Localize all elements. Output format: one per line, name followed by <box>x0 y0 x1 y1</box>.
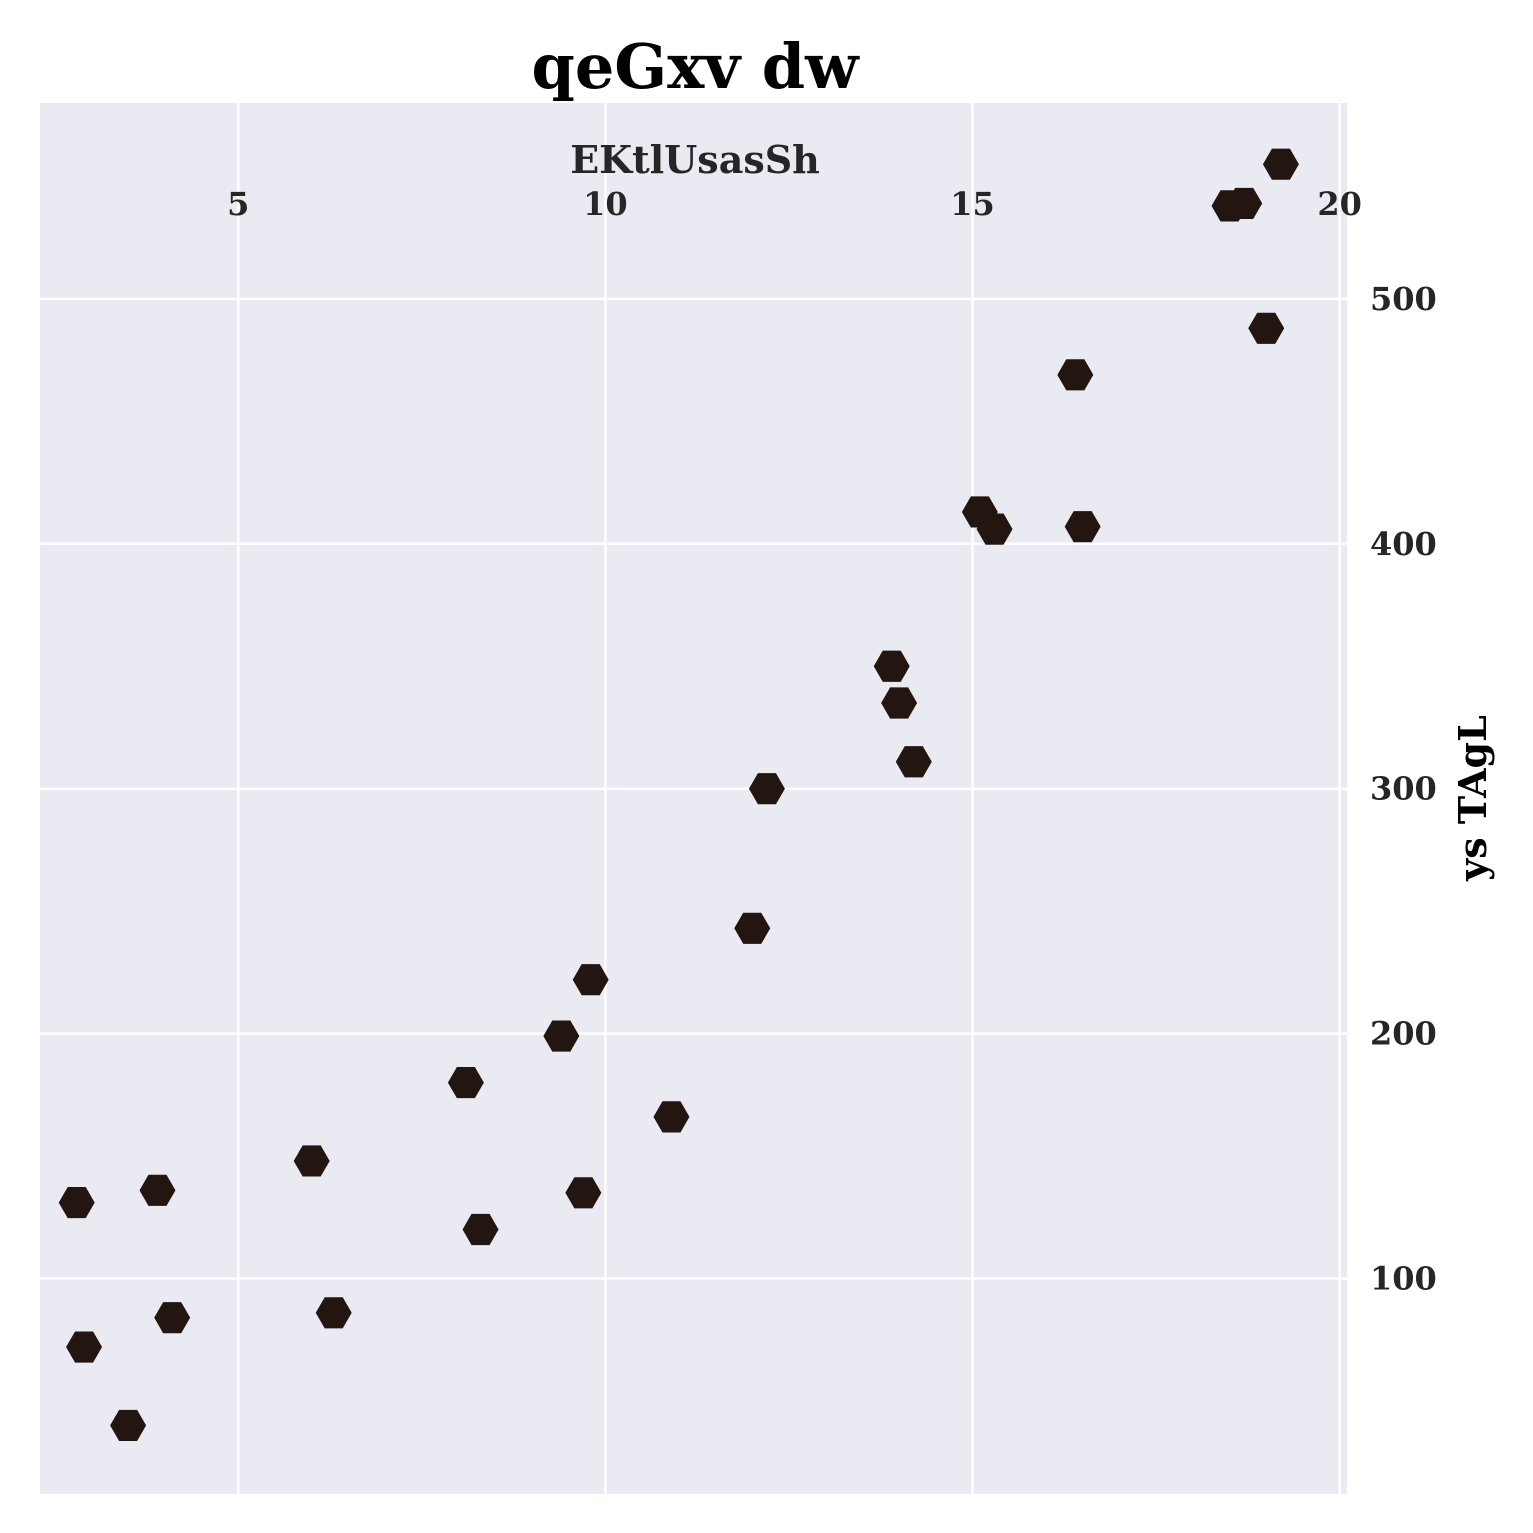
scatter-point <box>572 964 609 996</box>
scatter-point <box>543 1020 580 1052</box>
x-tick-label: 10 <box>583 185 628 223</box>
scatter-point <box>1057 359 1094 391</box>
scatter-point <box>462 1213 499 1246</box>
y-tick-label: 500 <box>1370 280 1437 318</box>
chart-title: qeGxv dw <box>531 30 860 103</box>
scatter-point <box>447 1066 484 1099</box>
scatter-point <box>873 650 910 682</box>
axis-ticks: 5 10 15 20 100 200 300 400 500 <box>227 185 1437 1297</box>
scatter-point <box>315 1297 352 1329</box>
scatter-point <box>58 1186 95 1219</box>
scatter-point <box>976 513 1013 545</box>
y-tick-label: 200 <box>1370 1015 1437 1053</box>
scatter-point <box>154 1302 191 1334</box>
scatter-point <box>110 1409 147 1442</box>
scatter-point <box>139 1174 176 1206</box>
scatter-point <box>565 1177 602 1209</box>
scatter-point <box>293 1145 330 1177</box>
data-points <box>58 148 1299 1442</box>
x-tick-label: 15 <box>950 185 995 223</box>
scatter-point <box>748 773 785 805</box>
scatter-point <box>881 687 918 719</box>
y-tick-label: 100 <box>1370 1259 1437 1297</box>
plot-area <box>40 103 1347 1494</box>
y-axis-label: ys TAgL <box>1450 715 1495 882</box>
scatter-point <box>1262 148 1299 180</box>
scatter-point <box>1248 312 1285 344</box>
x-tick-label: 20 <box>1317 185 1362 223</box>
scatter-point <box>66 1331 103 1363</box>
y-tick-label: 300 <box>1370 770 1437 808</box>
scatter-point <box>895 746 932 778</box>
scatter-point <box>734 912 771 944</box>
x-axis-label: EKtlUsasSh <box>570 137 820 182</box>
y-tick-label: 400 <box>1370 525 1437 563</box>
x-tick-label: 5 <box>227 185 249 223</box>
scatter-point <box>1064 511 1101 543</box>
scatter-point <box>1211 190 1248 222</box>
scatter-point <box>653 1101 690 1133</box>
grid-lines <box>40 103 1347 1494</box>
